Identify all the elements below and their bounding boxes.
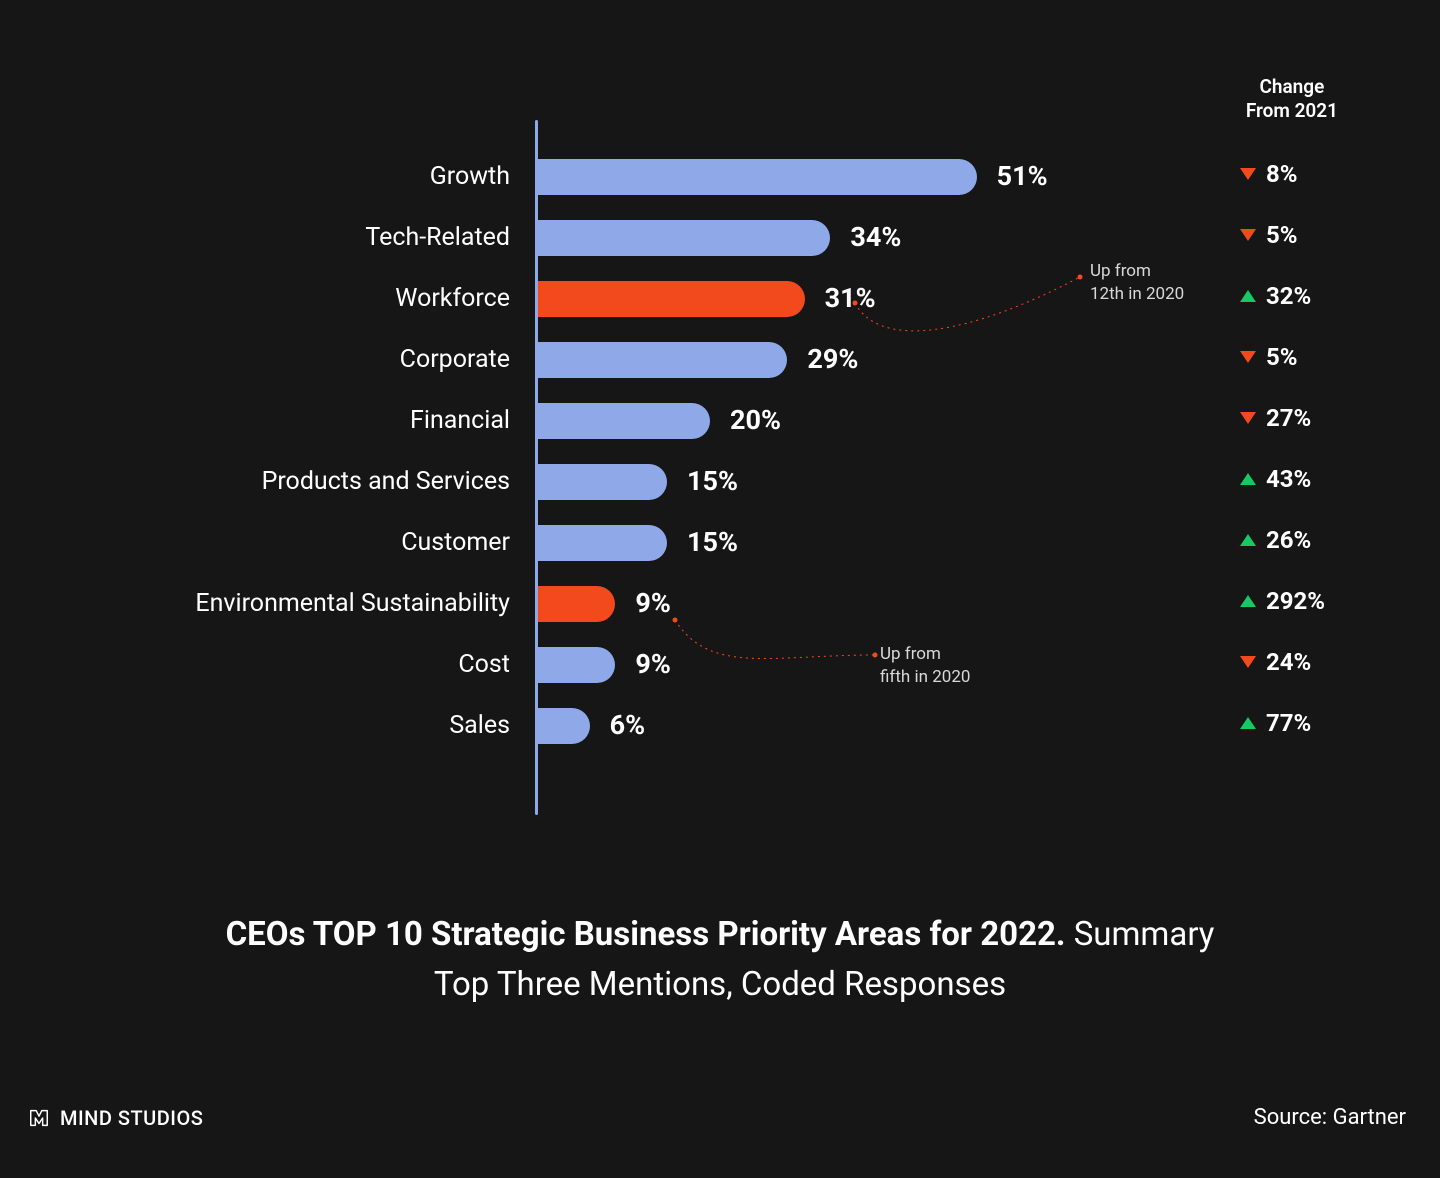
bar-highlight — [538, 586, 615, 622]
change-value: 8% — [1266, 160, 1298, 188]
annotation-line: Up from — [880, 643, 970, 666]
change-cell: 43% — [1240, 465, 1350, 493]
triangle-down-icon — [1240, 229, 1256, 241]
change-cell: 26% — [1240, 526, 1350, 554]
change-value: 292% — [1266, 587, 1325, 615]
change-value: 27% — [1266, 404, 1311, 432]
change-cell: 32% — [1240, 282, 1350, 310]
change-header-line1: Change — [1246, 75, 1338, 99]
bar — [538, 708, 590, 744]
bar-row: Financial 20% 27% — [80, 399, 1360, 460]
category-label: Corporate — [80, 345, 510, 374]
bar-row: Products and Services 15% 43% — [80, 460, 1360, 521]
bar — [538, 525, 667, 561]
brand-text: MIND STUDIOS — [60, 1106, 203, 1130]
category-label: Products and Services — [80, 467, 510, 496]
bar-highlight — [538, 281, 805, 317]
bar — [538, 647, 615, 683]
bar — [538, 403, 710, 439]
bar-row: Growth 51% 8% — [80, 155, 1360, 216]
change-value: 43% — [1266, 465, 1311, 493]
triangle-down-icon — [1240, 168, 1256, 180]
triangle-up-icon — [1240, 473, 1256, 485]
bar-value-label: 29% — [807, 343, 858, 375]
change-header-line2: From 2021 — [1246, 99, 1338, 123]
category-label: Customer — [80, 528, 510, 557]
triangle-up-icon — [1240, 534, 1256, 546]
category-label: Tech-Related — [80, 223, 510, 252]
category-label: Financial — [80, 406, 510, 435]
category-label: Environmental Sustainability — [80, 589, 510, 618]
bar-rows: Growth 51% 8% Tech-Related 34% 5% Workforce 31%… — [80, 155, 1360, 765]
brand-logo: MIND STUDIOS — [28, 1106, 203, 1130]
category-label: Cost — [80, 650, 510, 679]
category-label: Workforce — [80, 284, 510, 313]
bar-value-label: 34% — [850, 221, 901, 253]
bar-row: Environmental Sustainability 9% 292% — [80, 582, 1360, 643]
bar-row: Corporate 29% 5% — [80, 338, 1360, 399]
annotation-line: Up from — [1090, 260, 1184, 283]
change-value: 5% — [1266, 343, 1298, 371]
triangle-up-icon — [1240, 717, 1256, 729]
change-column-header: Change From 2021 — [1246, 75, 1338, 123]
bar-row: Cost 9% 24% — [80, 643, 1360, 704]
change-value: 26% — [1266, 526, 1311, 554]
bar-value-label: 15% — [687, 526, 738, 558]
bar-value-label: 6% — [610, 709, 645, 741]
annotation-workforce: Up from 12th in 2020 — [1090, 260, 1184, 306]
change-cell: 24% — [1240, 648, 1350, 676]
title-bold: CEOs TOP 10 Strategic Business Priority … — [226, 915, 1066, 954]
bar-value-label: 31% — [825, 282, 876, 314]
bar-row: Sales 6% 77% — [80, 704, 1360, 765]
bar-value-label: 15% — [687, 465, 738, 497]
annotation-line: 12th in 2020 — [1090, 283, 1184, 306]
triangle-down-icon — [1240, 351, 1256, 363]
bar — [538, 159, 977, 195]
bar-row: Customer 15% 26% — [80, 521, 1360, 582]
source-attribution: Source: Gartner — [1254, 1105, 1406, 1130]
triangle-up-icon — [1240, 595, 1256, 607]
change-value: 24% — [1266, 648, 1311, 676]
brand-mark-icon — [28, 1107, 50, 1129]
bar — [538, 220, 830, 256]
change-cell: 292% — [1240, 587, 1350, 615]
chart-title: CEOs TOP 10 Strategic Business Priority … — [0, 910, 1440, 1009]
change-cell: 5% — [1240, 343, 1350, 371]
change-value: 5% — [1266, 221, 1298, 249]
bar-value-label: 9% — [635, 648, 670, 680]
change-cell: 8% — [1240, 160, 1350, 188]
triangle-up-icon — [1240, 290, 1256, 302]
triangle-down-icon — [1240, 656, 1256, 668]
category-label: Sales — [80, 711, 510, 740]
bar-value-label: 9% — [635, 587, 670, 619]
annotation-line: fifth in 2020 — [880, 666, 970, 689]
change-cell: 5% — [1240, 221, 1350, 249]
change-value: 32% — [1266, 282, 1311, 310]
triangle-down-icon — [1240, 412, 1256, 424]
bar-value-label: 51% — [997, 160, 1048, 192]
bar — [538, 464, 667, 500]
change-cell: 77% — [1240, 709, 1350, 737]
bar-value-label: 20% — [730, 404, 781, 436]
bar — [538, 342, 787, 378]
annotation-environmental: Up from fifth in 2020 — [880, 643, 970, 689]
change-value: 77% — [1266, 709, 1311, 737]
change-cell: 27% — [1240, 404, 1350, 432]
category-label: Growth — [80, 162, 510, 191]
